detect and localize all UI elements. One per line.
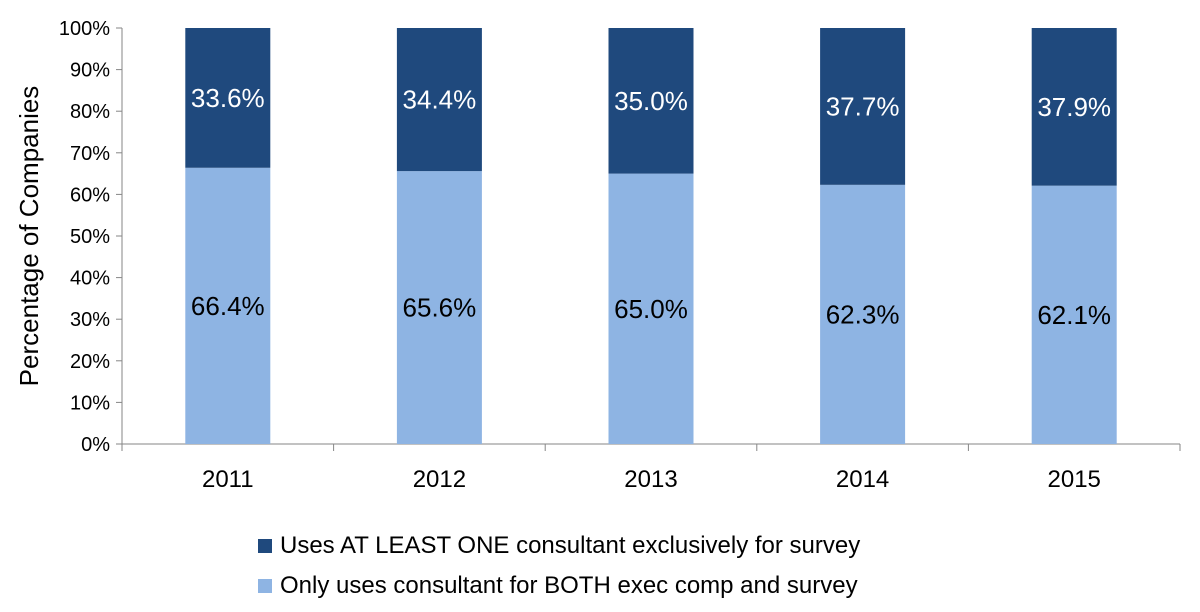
- legend-item-survey-only: Uses AT LEAST ONE consultant exclusively…: [258, 526, 860, 566]
- y-tick-label: 0%: [81, 434, 110, 456]
- bar-segment-both: [1031, 185, 1117, 444]
- bar-segment-both: [396, 171, 482, 444]
- data-label: 66.4%: [191, 291, 265, 321]
- x-tick-label: 2011: [202, 466, 254, 493]
- data-label: 62.1%: [1037, 300, 1111, 330]
- y-tick-label: 60%: [70, 184, 110, 206]
- bar-segment-both: [185, 167, 271, 444]
- data-label: 37.7%: [826, 91, 900, 121]
- y-tick-label: 80%: [70, 101, 110, 123]
- legend-swatch-light: [258, 579, 272, 593]
- data-label: 62.3%: [826, 299, 900, 329]
- y-tick-label: 40%: [70, 268, 110, 290]
- y-tick-label: 100%: [59, 18, 110, 40]
- bar-segment-both: [608, 173, 694, 444]
- x-tick-label: 2013: [624, 466, 677, 493]
- data-label: 65.6%: [403, 293, 477, 323]
- data-label: 65.0%: [614, 294, 688, 324]
- data-label: 33.6%: [191, 83, 265, 113]
- x-tick-label: 2015: [1048, 466, 1101, 493]
- bar-segment-survey-only: [608, 28, 694, 174]
- y-tick-label: 50%: [70, 226, 110, 248]
- x-tick-label: 2014: [836, 466, 889, 493]
- y-tick-label: 10%: [70, 392, 110, 414]
- bar-segment-survey-only: [1031, 28, 1117, 186]
- legend: Uses AT LEAST ONE consultant exclusively…: [258, 526, 860, 606]
- y-tick-label: 90%: [70, 60, 110, 82]
- legend-label: Only uses consultant for BOTH exec comp …: [280, 572, 858, 599]
- data-label: 35.0%: [614, 86, 688, 116]
- bar-segment-survey-only: [820, 28, 906, 185]
- y-tick-label: 70%: [70, 143, 110, 165]
- y-tick-label: 30%: [70, 309, 110, 331]
- stacked-bar-chart: Percentage of Companies 0% 10% 20% 30% 40% 50…: [14, 18, 1181, 493]
- data-label: 34.4%: [403, 85, 477, 115]
- bar-segment-survey-only: [185, 28, 271, 168]
- data-label: 37.9%: [1037, 92, 1111, 122]
- bar-segment-both: [820, 184, 906, 444]
- legend-item-both: Only uses consultant for BOTH exec comp …: [258, 566, 860, 606]
- y-tick-label: 20%: [70, 351, 110, 373]
- y-axis-title: Percentage of Companies: [14, 86, 44, 387]
- legend-swatch-dark: [258, 539, 272, 553]
- x-tick-label: 2012: [413, 466, 466, 493]
- legend-label: Uses AT LEAST ONE consultant exclusively…: [280, 532, 861, 559]
- bar-segment-survey-only: [396, 28, 482, 172]
